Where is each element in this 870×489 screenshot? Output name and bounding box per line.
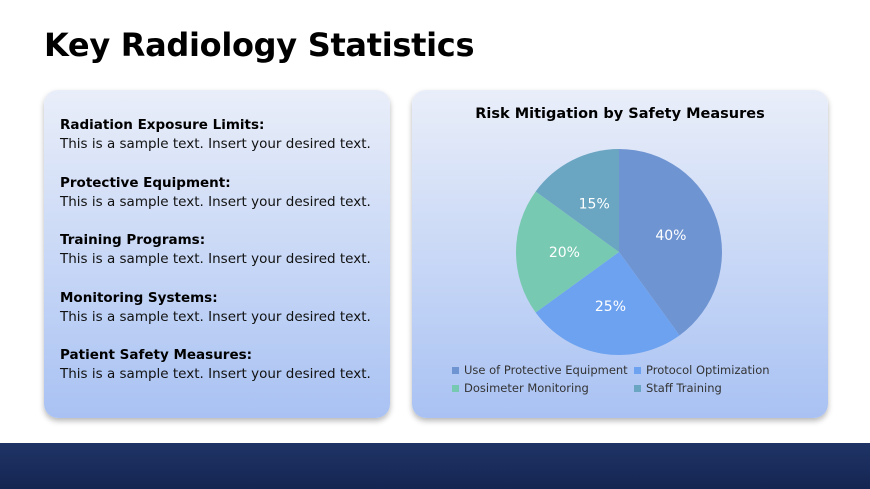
stat-heading: Training Programs:: [60, 232, 206, 248]
legend-label: Staff Training: [646, 381, 722, 395]
legend-swatch: [634, 366, 641, 374]
pie-slice: [535, 252, 680, 355]
stat-item: Training Programs: This is a sample text…: [60, 231, 371, 269]
chart-legend: Use of Protective Equipment Protocol Opt…: [452, 363, 792, 395]
legend-label: Protocol Optimization: [646, 363, 770, 377]
stat-text: This is a sample text. Insert your desir…: [60, 251, 371, 267]
stat-text: This is a sample text. Insert your desir…: [60, 136, 371, 152]
chart-title: Risk Mitigation by Safety Measures: [475, 106, 765, 122]
slice-label: 40%: [655, 228, 686, 244]
slice-label: 25%: [595, 299, 626, 315]
stat-item: Patient Safety Measures: This is a sampl…: [60, 346, 371, 384]
legend-label: Dosimeter Monitoring: [464, 381, 589, 395]
statistics-panel: Radiation Exposure Limits: This is a sam…: [44, 90, 390, 418]
slice-label: 20%: [549, 245, 580, 261]
stat-heading: Protective Equipment:: [60, 174, 231, 191]
stat-text: This is a sample text. Insert your desir…: [60, 193, 371, 210]
slide-title: Key Radiology Statistics: [44, 26, 475, 64]
statistics-list: Radiation Exposure Limits: This is a sam…: [60, 116, 371, 404]
legend-swatch: [452, 384, 459, 392]
legend-item: Staff Training: [634, 381, 794, 395]
chart-panel: Risk Mitigation by Safety Measures 40% 25…: [412, 90, 828, 418]
stat-heading: Radiation Exposure Limits:: [60, 117, 265, 133]
stat-text: This is a sample text. Insert your desir…: [60, 308, 371, 325]
slice-label: 15%: [579, 196, 610, 212]
stat-text: This is a sample text. Insert your desir…: [60, 366, 371, 382]
pie-slice: [619, 149, 722, 336]
stat-heading: Patient Safety Measures:: [60, 347, 253, 363]
legend-label: Use of Protective Equipment: [464, 363, 628, 377]
pie-slice: [535, 149, 619, 252]
stat-item: Protective Equipment: This is a sample t…: [60, 174, 371, 212]
legend-swatch: [634, 384, 641, 392]
stat-item: Radiation Exposure Limits: This is a sam…: [60, 116, 371, 154]
pie-chart: 40% 25% 20% 15%: [516, 149, 722, 355]
stat-heading: Monitoring Systems:: [60, 289, 218, 306]
stat-item: Monitoring Systems: This is a sample tex…: [60, 289, 371, 327]
footer-bar: [0, 443, 870, 489]
legend-item: Protocol Optimization: [634, 363, 794, 377]
legend-swatch: [452, 366, 459, 374]
legend-item: Use of Protective Equipment: [452, 363, 634, 377]
pie-slice: [516, 191, 619, 313]
legend-item: Dosimeter Monitoring: [452, 381, 634, 395]
